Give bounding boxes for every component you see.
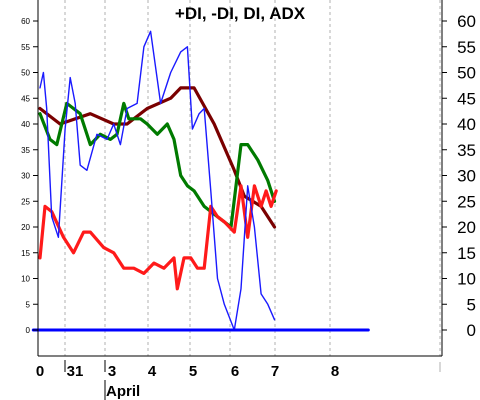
y-tick-label-left-6: 30 (21, 172, 30, 181)
y-tick-label-left-11: 55 (21, 43, 30, 52)
y-tick-label-left-7: 35 (21, 146, 30, 155)
y-tick-label-left-10: 50 (21, 69, 30, 78)
y-tick-label-left-12: 60 (21, 17, 30, 26)
y-tick-label-right-4: 20 (457, 218, 476, 237)
y-tick-label-right-5: 25 (457, 192, 476, 211)
y-tick-label-left-5: 25 (21, 197, 30, 206)
y-tick-label-right-1: 5 (467, 295, 476, 314)
x-tick-label-0: 0 (36, 363, 44, 380)
y-tick-label-left-9: 45 (21, 94, 30, 103)
y-tick-label-right-9: 45 (457, 89, 476, 108)
y-tick-label-right-6: 30 (457, 167, 476, 186)
x-tick-label-4: 5 (189, 363, 197, 380)
series-group (31, 30, 370, 332)
y-tick-label-left-1: 5 (26, 300, 31, 309)
y-ticks-right: 0 5 10 15 20 25 30 35 40 45 50 55 60 (442, 12, 476, 340)
chart-title: +DI, -DI, DI, ADX (175, 4, 306, 23)
axes (37, 0, 443, 357)
y-ticks-left: 0 5 10 15 20 25 30 35 40 45 50 55 60 (21, 17, 38, 335)
y-tick-label-right-11: 55 (457, 38, 476, 57)
x-tick-label-5: 6 (231, 363, 239, 380)
grid-lines (64, 0, 441, 356)
series-line-minus_di (38, 101, 277, 229)
y-tick-label-left-0: 0 (26, 326, 31, 335)
y-tick-label-left-2: 10 (21, 275, 30, 284)
x-ticks: 0 31 3 4 5 6 7 8 (36, 360, 441, 400)
y-tick-label-right-12: 60 (457, 12, 476, 31)
y-tick-label-right-8: 40 (457, 115, 476, 134)
plot-background (38, 0, 442, 356)
y-tick-label-right-3: 15 (457, 244, 476, 263)
series-line-di (39, 30, 276, 331)
y-tick-label-left-3: 15 (21, 249, 30, 258)
y-tick-label-right-7: 35 (457, 141, 476, 160)
x-tick-label-3: 4 (148, 363, 157, 380)
series-line-plus_di (38, 184, 278, 291)
x-tick-label-2: 3 (108, 363, 116, 380)
y-tick-label-left-8: 40 (21, 120, 30, 129)
x-tick-label-1: 31 (67, 363, 84, 380)
month-label: April (106, 383, 140, 400)
y-tick-label-right-0: 0 (467, 321, 476, 340)
x-tick-label-7: 8 (331, 363, 339, 380)
x-tick-label-6: 7 (271, 363, 279, 380)
y-tick-label-right-2: 10 (457, 270, 476, 289)
y-tick-label-left-4: 20 (21, 223, 30, 232)
y-tick-label-right-10: 50 (457, 64, 476, 83)
